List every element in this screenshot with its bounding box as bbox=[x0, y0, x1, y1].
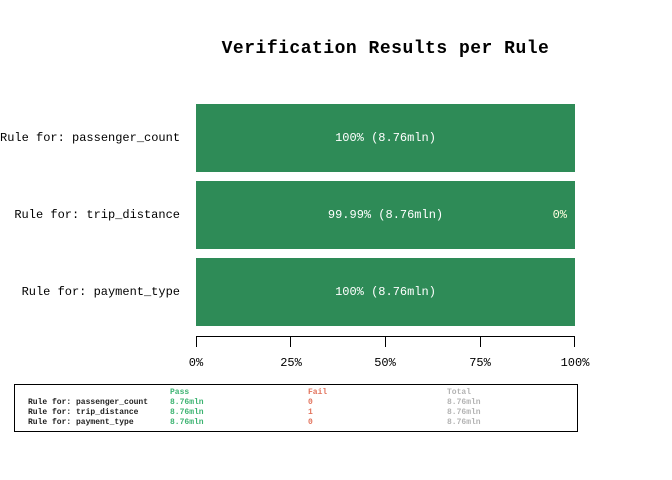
chart-title: Verification Results per Rule bbox=[221, 39, 550, 59]
x-axis-tick-label: 25% bbox=[280, 356, 302, 370]
x-axis-tick-label: 0% bbox=[188, 356, 204, 370]
bar-category-label-passenger-count: Rule for: passenger_count bbox=[0, 131, 180, 145]
bar-category-label-trip-distance: Rule for: trip_distance bbox=[14, 208, 180, 222]
pass-bar-trip-distance: 99.99% (8.76mln) 0% bbox=[196, 181, 575, 249]
summary-header-fail: Fail bbox=[308, 388, 328, 397]
x-axis-tick-label: 75% bbox=[469, 356, 491, 370]
summary-row-label: Rule for: trip_distance bbox=[28, 408, 139, 417]
summary-pass-value: 8.76mln bbox=[170, 398, 204, 407]
summary-pass-value: 8.76mln bbox=[170, 418, 204, 427]
summary-row-label: Rule for: passenger_count bbox=[28, 398, 149, 407]
summary-pass-value: 8.76mln bbox=[170, 408, 204, 417]
summary-header-pass: Pass bbox=[170, 388, 190, 397]
bar-value-label: 100% (8.76mln) bbox=[335, 131, 436, 145]
bar-value-label: 99.99% (8.76mln) bbox=[327, 208, 444, 222]
fail-pct-label: 0% bbox=[552, 208, 567, 222]
summary-row-label: Rule for: payment_type bbox=[28, 418, 134, 427]
x-axis-tick bbox=[290, 337, 291, 347]
pass-bar-payment-type: 100% (8.76mln) bbox=[196, 258, 575, 326]
summary-fail-value: 0 bbox=[308, 398, 313, 407]
summary-table: Pass Fail Total Rule for: passenger_coun… bbox=[14, 384, 578, 432]
bar-category-label-payment-type: Rule for: payment_type bbox=[21, 285, 180, 299]
summary-total-value: 8.76mln bbox=[447, 418, 481, 427]
x-axis-tick bbox=[196, 337, 197, 347]
summary-fail-value: 0 bbox=[308, 418, 313, 427]
x-axis-tick-label: 100% bbox=[560, 356, 590, 370]
x-axis-tick-label: 50% bbox=[374, 356, 396, 370]
summary-header-total: Total bbox=[447, 388, 472, 397]
x-axis-tick bbox=[385, 337, 386, 347]
summary-total-value: 8.76mln bbox=[447, 398, 481, 407]
x-axis-line bbox=[196, 336, 575, 337]
bar-value-label: 100% (8.76mln) bbox=[335, 285, 436, 299]
x-axis-tick bbox=[480, 337, 481, 347]
x-axis-tick bbox=[574, 337, 575, 347]
summary-fail-value: 1 bbox=[308, 408, 313, 417]
summary-total-value: 8.76mln bbox=[447, 408, 481, 417]
pass-bar-passenger-count: 100% (8.76mln) bbox=[196, 104, 575, 172]
